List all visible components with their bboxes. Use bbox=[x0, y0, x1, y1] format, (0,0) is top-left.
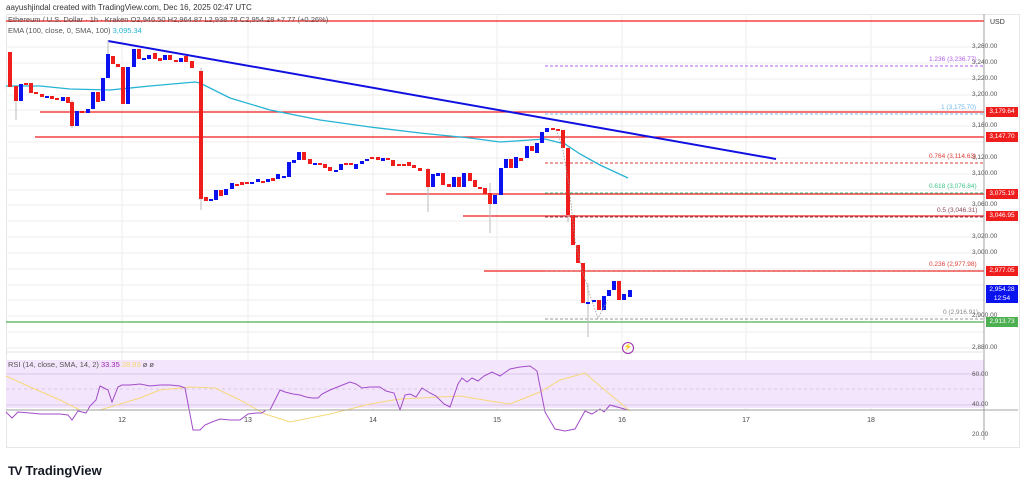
rsi-legend[interactable]: RSI (14, close, SMA, 14, 2) 33.35 28.93 … bbox=[8, 360, 154, 369]
price-tick: 2,880.00 bbox=[972, 344, 998, 351]
fib-label: 0.236 (2,977.98) bbox=[929, 261, 977, 268]
fib-label: 0.764 (3,114.63) bbox=[929, 153, 977, 160]
fib-label: 1 (3,175.70) bbox=[941, 104, 977, 111]
fib-label: 0.618 (3,076.84) bbox=[929, 183, 977, 190]
rsi-line bbox=[5, 365, 629, 432]
price-tick: 3,020.00 bbox=[972, 233, 998, 240]
date-tick: 15 bbox=[493, 417, 501, 424]
price-tick: 3,160.00 bbox=[972, 122, 998, 129]
price-tick: 3,120.00 bbox=[972, 154, 998, 161]
bar-countdown: 12:54 bbox=[993, 295, 1011, 302]
date-tick: 12 bbox=[118, 417, 126, 424]
fib-label: 0 (2,916.91) bbox=[943, 309, 979, 316]
currency-label[interactable]: USD bbox=[990, 19, 1005, 26]
fib-label: 1.236 (3,236.77) bbox=[929, 56, 977, 63]
chart-frame[interactable] bbox=[6, 14, 1020, 448]
price-tag-current: 2,954.28 12:54 bbox=[986, 285, 1018, 303]
date-tick: 18 bbox=[867, 417, 875, 424]
rsi-tick: 40.00 bbox=[972, 401, 989, 408]
projection-path bbox=[555, 129, 609, 319]
price-tick: 3,000.00 bbox=[972, 249, 998, 256]
price-tag-resistance: 3,075.19 bbox=[986, 189, 1018, 199]
tradingview-mark-icon: TV bbox=[8, 463, 22, 478]
ema-legend-value: 3,095.34 bbox=[112, 26, 142, 35]
price-tick: 3,060.00 bbox=[972, 201, 998, 208]
tradingview-wordmark: TradingView bbox=[25, 463, 102, 478]
date-tick: 16 bbox=[618, 417, 626, 424]
trendline-resistance bbox=[107, 40, 777, 160]
sr-lines bbox=[35, 111, 984, 272]
fib-lines bbox=[545, 65, 984, 320]
ema-legend-label: EMA (100, close, 0, SMA, 100) bbox=[8, 26, 111, 35]
date-tick: 13 bbox=[244, 417, 252, 424]
date-tick: 17 bbox=[742, 417, 750, 424]
price-tag-support: 2,913.73 bbox=[986, 317, 1018, 327]
price-tick: 3,260.00 bbox=[972, 43, 998, 50]
price-grid bbox=[6, 46, 984, 349]
rsi-extra: ø ø bbox=[142, 360, 154, 369]
price-tick: 3,220.00 bbox=[972, 75, 998, 82]
price-tag-resistance: 3,147.70 bbox=[986, 132, 1018, 142]
tradingview-logo: TV TradingView bbox=[8, 463, 102, 478]
candles bbox=[8, 40, 632, 337]
rsi-tick: 20.00 bbox=[972, 431, 989, 438]
date-tick: 14 bbox=[369, 417, 377, 424]
price-tick: 3,100.00 bbox=[972, 170, 998, 177]
rsi-tick: 60.00 bbox=[972, 371, 989, 378]
price-tick: 2,900.00 bbox=[972, 312, 998, 319]
rsi-value: 33.35 bbox=[100, 360, 120, 369]
price-tag-resistance: 3,046.95 bbox=[986, 211, 1018, 221]
rsi-sma-value: 28.93 bbox=[121, 360, 141, 369]
price-tick: 3,200.00 bbox=[972, 91, 998, 98]
symbol-legend[interactable]: Ethereum / U.S. Dollar · 1h · Kraken O2,… bbox=[8, 15, 329, 24]
rsi-band bbox=[6, 360, 984, 408]
lightning-event-icon[interactable]: ⚡ bbox=[622, 342, 634, 354]
rsi-legend-label: RSI (14, close, SMA, 14, 2) bbox=[8, 360, 99, 369]
time-grid bbox=[121, 14, 872, 410]
price-tick: 3,240.00 bbox=[972, 59, 998, 66]
price-tag-resistance: 2,977.05 bbox=[986, 266, 1018, 276]
ema-legend[interactable]: EMA (100, close, 0, SMA, 100) 3,095.34 bbox=[8, 26, 142, 35]
current-price: 2,954.28 bbox=[989, 286, 1015, 293]
chart-caption: aayushjindal created with TradingView.co… bbox=[6, 3, 252, 12]
fib-label: 0.5 (3,046.31) bbox=[937, 207, 978, 214]
price-tag-resistance: 3,179.64 bbox=[986, 107, 1018, 117]
